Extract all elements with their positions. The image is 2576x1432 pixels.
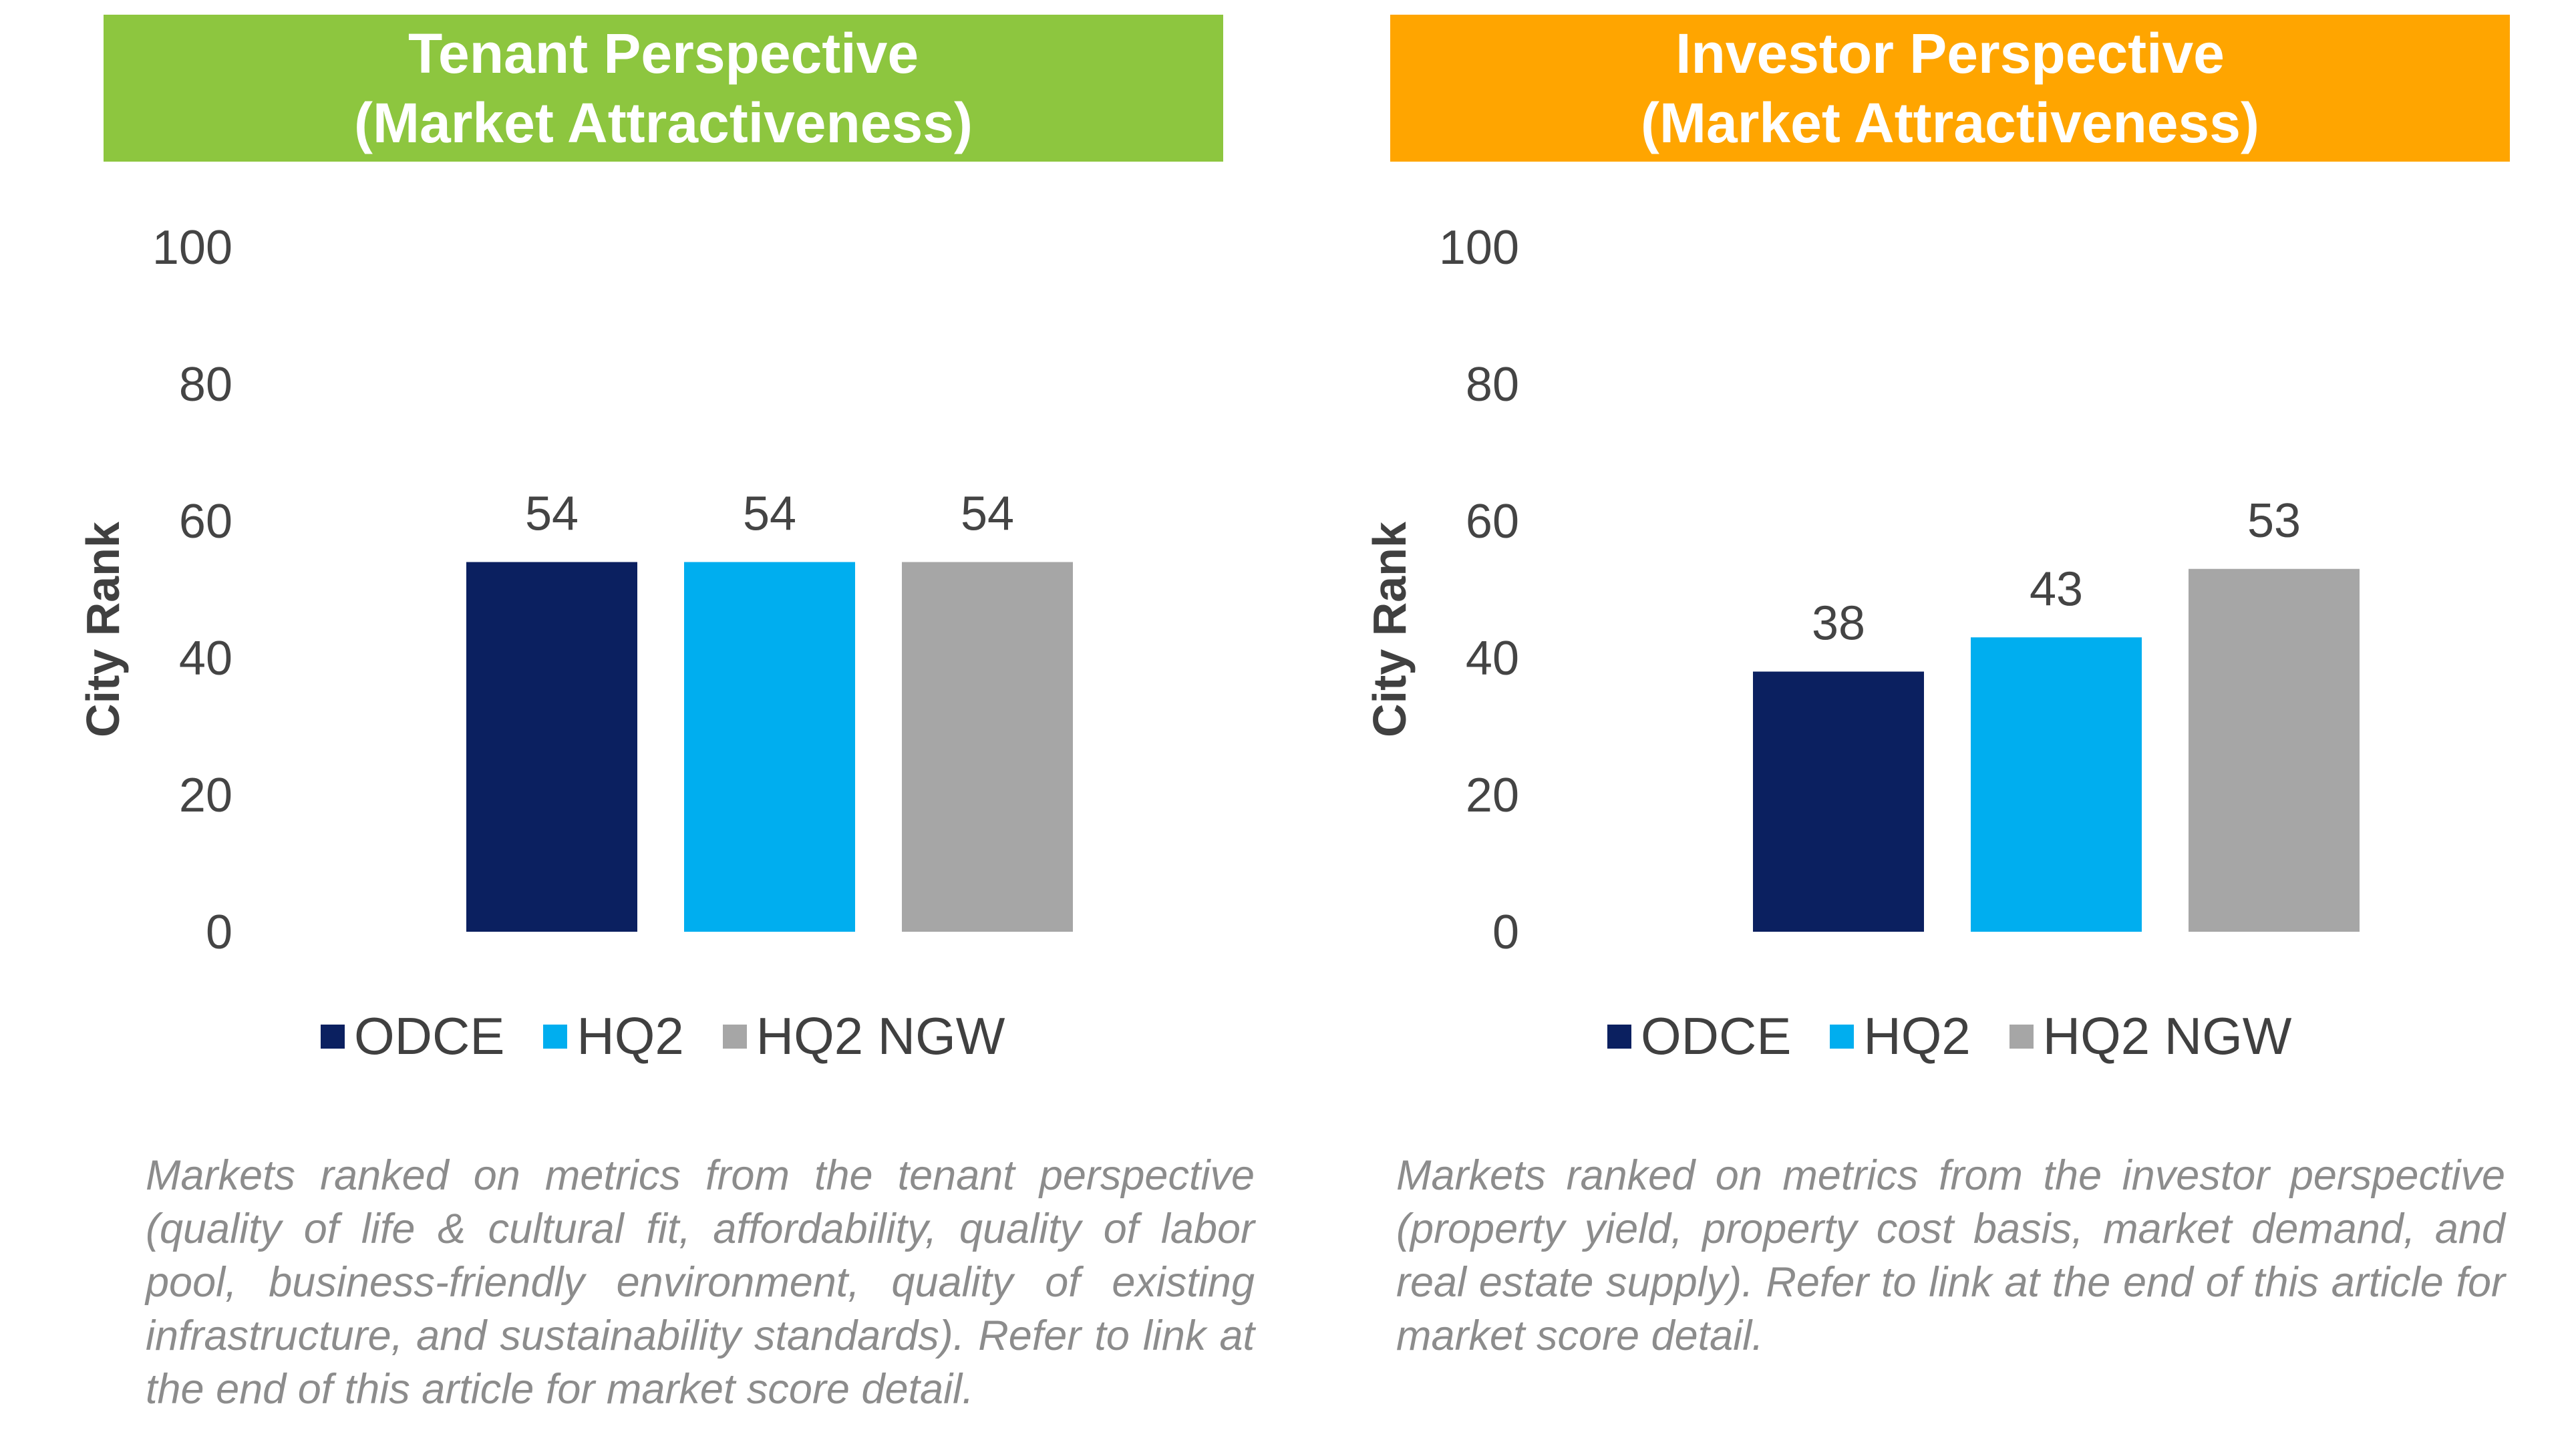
- legend-label-hq2-ngw: HQ2 NGW: [2042, 1007, 2292, 1065]
- investor-banner: Investor Perspective (Market Attractiven…: [1390, 15, 2510, 162]
- legend-swatch-hq2-ngw: [722, 1024, 747, 1049]
- y-tick-label: 0: [206, 906, 232, 959]
- y-tick-label: 40: [179, 632, 232, 685]
- bar-hq2: [684, 562, 855, 932]
- investor-legend: ODCE HQ2 HQ2 NGW: [1607, 1006, 2330, 1067]
- tenant-legend: ODCE HQ2 HQ2 NGW: [321, 1006, 1043, 1067]
- y-tick-label: 40: [1466, 632, 1519, 685]
- bar-hq2-ngw: [902, 562, 1073, 932]
- data-label-odce: 38: [1812, 597, 1865, 651]
- bar-odce: [466, 562, 637, 932]
- bar-hq2-ngw: [2189, 568, 2360, 932]
- legend-item-hq2-ngw: HQ2 NGW: [722, 1006, 1005, 1067]
- y-tick-label: 100: [1439, 221, 1519, 275]
- legend-label-hq2: HQ2: [577, 1007, 684, 1065]
- y-tick-label: 100: [152, 221, 232, 275]
- investor-panel: Investor Perspective (Market Attractiven…: [1287, 0, 2576, 1432]
- data-label-odce: 54: [525, 488, 579, 541]
- investor-banner-line1: Investor Perspective: [1675, 22, 2225, 85]
- investor-caption: Markets ranked on metrics from the inves…: [1396, 1152, 2505, 1359]
- tenant-banner-line1: Tenant Perspective: [408, 22, 919, 85]
- y-tick-label: 60: [179, 495, 232, 548]
- legend-item-odce: ODCE: [1607, 1006, 1791, 1067]
- legend-label-hq2: HQ2: [1863, 1007, 1971, 1065]
- tenant-caption: Markets ranked on metrics from the tenan…: [146, 1152, 1255, 1413]
- investor-banner-line2: (Market Attractiveness): [1641, 92, 2259, 154]
- tenant-bar-chart: City Rank 0 20 40 60 80 100 54 54 54: [77, 221, 1073, 959]
- y-tick-label: 20: [1466, 769, 1519, 822]
- legend-swatch-odce: [1607, 1024, 1631, 1049]
- legend-label-hq2-ngw: HQ2 NGW: [756, 1007, 1005, 1065]
- data-label-hq2-ngw: 53: [2247, 494, 2301, 548]
- tenant-banner-line2: (Market Attractiveness): [354, 92, 973, 154]
- tenant-banner: Tenant Perspective (Market Attractivenes…: [104, 15, 1223, 162]
- y-tick-label: 80: [179, 358, 232, 411]
- legend-swatch-hq2-ngw: [2009, 1024, 2034, 1049]
- y-tick-label: 60: [1466, 495, 1519, 548]
- legend-swatch-hq2: [1830, 1024, 1855, 1049]
- bar-hq2: [1971, 637, 2142, 932]
- y-tick-label: 20: [179, 769, 232, 822]
- y-axis-label: City Rank: [1363, 522, 1416, 737]
- legend-label-odce: ODCE: [1641, 1007, 1792, 1065]
- bar-odce: [1753, 671, 1924, 932]
- legend-label-odce: ODCE: [354, 1007, 505, 1065]
- y-tick-label: 80: [1466, 358, 1519, 411]
- legend-item-hq2: HQ2: [543, 1006, 684, 1067]
- legend-item-odce: ODCE: [321, 1006, 504, 1067]
- legend-swatch-hq2: [543, 1024, 568, 1049]
- y-axis-label: City Rank: [77, 522, 129, 737]
- data-label-hq2: 43: [2030, 562, 2083, 616]
- legend-swatch-odce: [321, 1024, 345, 1049]
- data-label-hq2: 54: [743, 488, 796, 541]
- y-tick-label: 0: [1492, 906, 1519, 959]
- tenant-panel: Tenant Perspective (Market Attractivenes…: [77, 15, 1255, 1413]
- data-label-hq2-ngw: 54: [961, 488, 1014, 541]
- legend-item-hq2: HQ2: [1830, 1006, 1971, 1067]
- legend-item-hq2-ngw: HQ2 NGW: [2009, 1006, 2292, 1067]
- investor-bar-chart: City Rank 0 20 40 60 80 100 38 43 53: [1363, 221, 2360, 959]
